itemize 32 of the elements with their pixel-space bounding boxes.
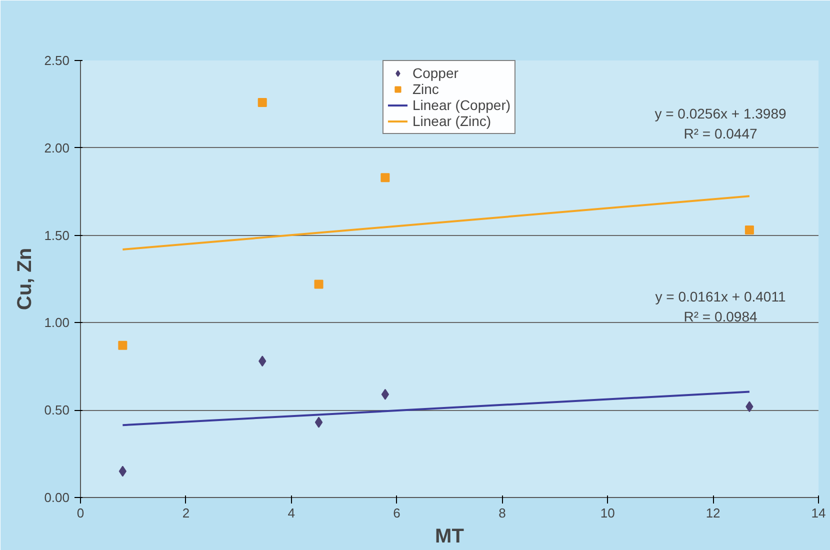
- x-tick-label: 10: [600, 506, 615, 520]
- annotation: R² = 0.0447: [684, 126, 758, 142]
- y-tick-label: 2.50: [44, 53, 70, 68]
- legend-label: Zinc: [412, 81, 439, 97]
- x-tick-label: 6: [393, 506, 400, 520]
- point: [314, 416, 323, 428]
- point: [380, 173, 390, 182]
- x-tick-label: 0: [76, 506, 84, 520]
- x-tick-label: 8: [498, 506, 506, 520]
- annotation: y = 0.0161x + 0.4011: [655, 288, 786, 304]
- y-tick-label: 0.50: [44, 402, 70, 418]
- x-tick-label: 4: [288, 506, 295, 520]
- y-tick-label: 0.00: [44, 490, 70, 505]
- point: [744, 226, 754, 235]
- point: [258, 98, 267, 107]
- y-tick-label: 1.00: [44, 315, 70, 330]
- point: [118, 466, 127, 477]
- legend-label: Linear (Zinc): [412, 113, 492, 129]
- x-tick-label: 2: [182, 506, 190, 520]
- x-tick-label: 14: [811, 506, 826, 520]
- legend-label: Copper: [412, 65, 458, 81]
- point: [381, 388, 390, 400]
- legend-label: Linear (Copper): [412, 97, 511, 113]
- point: [314, 280, 324, 289]
- point: [118, 340, 128, 350]
- x-axis-title: MT: [435, 526, 464, 548]
- x-tick-label: 12: [706, 506, 720, 520]
- y-tick-label: 2.00: [44, 140, 70, 156]
- annotation: y = 0.0256x + 1.3989: [654, 106, 786, 122]
- annotation: R² = 0.0984: [684, 308, 758, 324]
- y-axis-title: Cu, Zn: [14, 248, 36, 310]
- y-tick-label: 1.50: [44, 228, 70, 243]
